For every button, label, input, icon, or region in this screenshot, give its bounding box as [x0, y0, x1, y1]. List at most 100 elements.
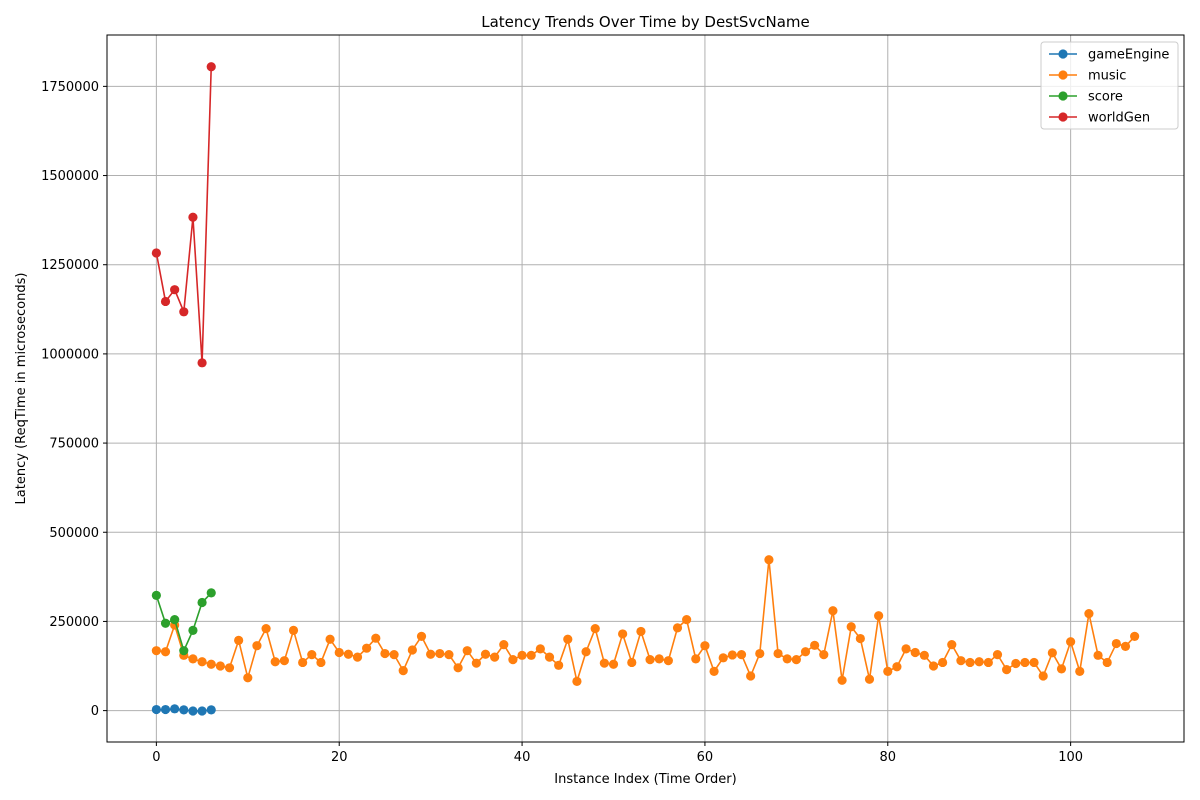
- data-point-music: [965, 657, 975, 668]
- x-tick-label: 100: [1058, 750, 1083, 765]
- data-point-music: [654, 654, 664, 664]
- data-point-worldGen: [206, 62, 216, 72]
- data-point-gameEngine: [151, 704, 161, 715]
- data-point-music: [243, 673, 253, 683]
- legend-box: [1040, 41, 1179, 130]
- y-axis-ticks: 0 250000 500000 750000 1000000 1250000 1500000…: [41, 80, 107, 719]
- legend-label: gameEngine: [1088, 48, 1169, 63]
- y-tick-label: 1250000: [41, 258, 99, 273]
- data-point-gameEngine: [170, 704, 180, 714]
- data-point-music: [1038, 671, 1048, 681]
- data-point-music: [608, 659, 619, 669]
- data-point-music: [846, 622, 856, 632]
- data-point-music: [928, 661, 939, 671]
- x-tick-label: 0: [152, 750, 160, 765]
- data-point-music: [1066, 637, 1076, 647]
- data-point-music: [444, 650, 454, 660]
- data-point-music: [252, 641, 262, 651]
- legend-item-music: music: [1049, 69, 1126, 84]
- data-point-music: [1029, 657, 1039, 668]
- data-point-music: [837, 675, 847, 685]
- data-point-music: [883, 666, 893, 676]
- data-point-music: [709, 666, 719, 676]
- data-point-music: [471, 658, 481, 668]
- data-point-music: [389, 650, 399, 660]
- data-point-music: [490, 652, 500, 662]
- data-point-score: [179, 646, 189, 656]
- data-point-music: [599, 658, 609, 668]
- data-point-music: [517, 650, 527, 660]
- legend-swatch-marker: [1058, 49, 1068, 59]
- data-point-music: [819, 650, 829, 660]
- data-point-music: [764, 555, 774, 565]
- x-axis-label: Instance Index (Time Order): [554, 772, 736, 787]
- data-point-music: [215, 661, 225, 671]
- data-point-music: [371, 633, 381, 643]
- y-tick-label: 1500000: [41, 169, 99, 184]
- x-tick-label: 60: [697, 750, 714, 765]
- data-point-worldGen: [160, 296, 171, 307]
- data-point-music: [691, 654, 701, 664]
- data-point-music: [1084, 608, 1094, 619]
- data-point-music: [1120, 641, 1131, 652]
- data-point-music: [1011, 658, 1021, 669]
- series-gameEngine: [151, 704, 216, 716]
- legend-label: score: [1088, 90, 1123, 105]
- data-point-music: [1002, 664, 1012, 675]
- data-point-music: [279, 656, 289, 666]
- data-point-gameEngine: [188, 706, 198, 716]
- data-point-music: [1130, 631, 1140, 642]
- data-point-music: [992, 650, 1003, 660]
- legend: gameEngine music score worldGen: [1040, 41, 1179, 130]
- data-point-music: [234, 635, 244, 645]
- data-point-music: [919, 650, 929, 660]
- data-point-music: [352, 652, 363, 662]
- data-point-music: [901, 644, 911, 654]
- data-point-score: [188, 625, 198, 635]
- legend-label: music: [1088, 69, 1126, 84]
- data-point-music: [398, 666, 408, 676]
- data-point-music: [791, 655, 801, 665]
- data-point-music: [453, 663, 463, 673]
- data-point-music: [499, 640, 509, 650]
- data-point-music: [1056, 664, 1067, 674]
- data-point-music: [810, 640, 820, 650]
- data-point-music: [938, 657, 948, 668]
- series-worldGen: [151, 62, 216, 368]
- data-point-worldGen: [151, 248, 161, 258]
- data-point-music: [554, 660, 564, 670]
- data-point-gameEngine: [197, 706, 207, 716]
- data-point-music: [663, 656, 673, 666]
- data-point-music: [736, 650, 747, 660]
- data-point-music: [855, 633, 865, 644]
- data-point-music: [974, 657, 984, 667]
- data-point-music: [1093, 650, 1103, 660]
- data-point-music: [316, 657, 326, 668]
- legend-swatch-marker: [1058, 91, 1068, 101]
- data-point-music: [480, 649, 491, 659]
- series-music: [151, 555, 1140, 686]
- y-tick-label: 1750000: [41, 80, 99, 95]
- data-point-worldGen: [170, 285, 180, 295]
- data-point-music: [800, 647, 811, 657]
- legend-item-worldGen: worldGen: [1049, 111, 1150, 126]
- data-point-music: [727, 650, 737, 660]
- data-point-music: [343, 649, 353, 659]
- x-tick-label: 80: [880, 750, 897, 765]
- data-point-music: [910, 647, 920, 658]
- data-point-music: [672, 623, 683, 633]
- data-point-music: [983, 657, 993, 668]
- data-point-music: [151, 646, 161, 656]
- data-point-music: [1075, 666, 1085, 676]
- data-point-score: [160, 618, 171, 628]
- data-point-music: [544, 652, 555, 662]
- data-point-music: [874, 611, 884, 621]
- data-point-music: [416, 631, 427, 642]
- legend-swatch-marker: [1058, 70, 1068, 80]
- data-point-music: [956, 656, 966, 666]
- data-point-music: [535, 644, 545, 654]
- data-point-music: [224, 663, 235, 673]
- data-point-worldGen: [188, 212, 198, 222]
- data-point-music: [773, 648, 783, 659]
